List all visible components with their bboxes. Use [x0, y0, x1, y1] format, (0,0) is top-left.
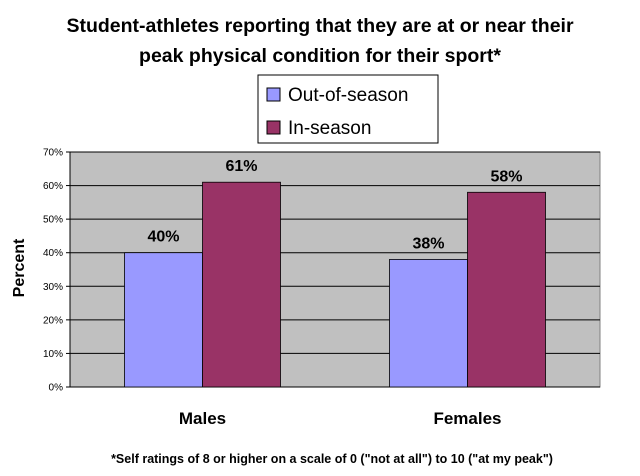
y-tick-label: 10% — [43, 349, 63, 360]
y-tick-label: 60% — [43, 181, 63, 192]
data-label: 61% — [225, 158, 257, 175]
y-axis-ticks: 0% 10% 20% 30% 40% 50% 60% 70% — [43, 148, 71, 394]
legend-box — [257, 74, 439, 144]
y-tick-label: 70% — [43, 148, 63, 159]
data-label: 40% — [147, 229, 179, 246]
data-label: 58% — [490, 168, 522, 185]
chart-title: Student-athletes reporting that they are… — [66, 15, 573, 67]
y-tick-label: 0% — [49, 383, 64, 394]
legend-label-in-season: In-season — [288, 118, 371, 139]
y-tick-label: 50% — [43, 215, 63, 226]
legend: Out-of-season In-season — [257, 74, 439, 144]
footnote: *Self ratings of 8 or higher on a scale … — [111, 452, 553, 466]
chart-title-line-2: peak physical condition for their sport* — [139, 45, 501, 67]
data-label: 38% — [412, 235, 444, 252]
legend-swatch-in-season — [266, 120, 281, 135]
legend-label-out-of-season: Out-of-season — [288, 85, 408, 106]
bars — [124, 181, 546, 388]
x-axis-labels: Males Females — [179, 409, 502, 428]
x-category-label: Males — [179, 409, 226, 428]
bar-out-of-season-females — [389, 259, 468, 388]
chart-title-line-1: Student-athletes reporting that they are… — [66, 15, 573, 37]
y-tick-label: 40% — [43, 248, 63, 259]
y-tick-label: 30% — [43, 282, 63, 293]
legend-swatch-out-of-season — [266, 87, 281, 102]
bar-out-of-season-males — [124, 252, 203, 388]
x-category-label: Females — [433, 409, 501, 428]
bar-in-season-females — [467, 191, 546, 388]
bar-in-season-males — [202, 181, 281, 388]
y-tick-label: 20% — [43, 315, 63, 326]
y-axis-label: Percent — [11, 238, 28, 297]
data-labels: 40% 61% 38% 58% — [147, 158, 522, 252]
